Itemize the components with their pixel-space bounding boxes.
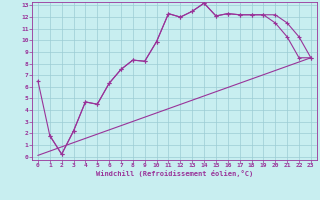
X-axis label: Windchill (Refroidissement éolien,°C): Windchill (Refroidissement éolien,°C) (96, 170, 253, 177)
